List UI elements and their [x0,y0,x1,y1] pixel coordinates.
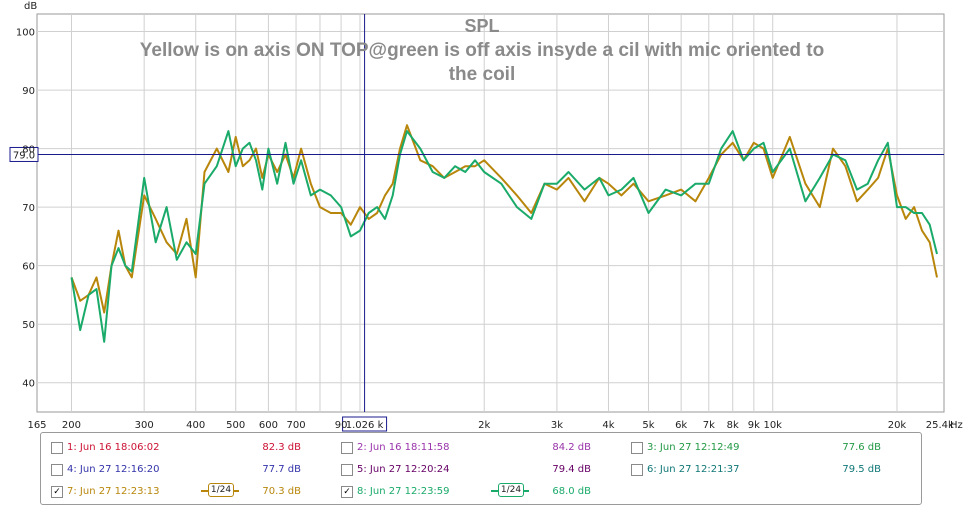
legend-label: 7: Jun 27 12:23:13 [67,486,160,497]
legend-value: 79.5 dB [842,464,881,475]
x-tick-label: 25.4k [926,420,954,431]
spl-chart[interactable]: 79.0 1.026 k 40 50 60 70 80 90 100 165 200 300 400… [0,0,963,432]
series-line-green [70,130,938,343]
legend-value: 70.3 dB [262,486,301,497]
x-tick-label: 300 [135,420,154,431]
cursor-x-label: 1.026 k [346,420,384,431]
cursor-x-box [342,416,388,432]
legend-item[interactable]: ✓ 8: Jun 27 12:23:59 1/24 68.0 dB [341,483,621,499]
x-unit-label: Hz [950,420,963,431]
legend-checkbox[interactable] [51,464,63,476]
y-tick-label: 70 [22,203,35,214]
legend-label: 8: Jun 27 12:23:59 [357,486,450,497]
legend-item[interactable]: ✓ 7: Jun 27 12:23:13 1/24 70.3 dB [51,483,331,499]
legend-value: 84.2 dB [552,442,591,453]
x-tick-label: 7k [703,420,715,431]
smoothing-button[interactable]: 1/24 [498,483,524,497]
legend-value: 79.4 dB [552,464,591,475]
legend-value: 77.6 dB [842,442,881,453]
x-tick-label: 9k [748,420,760,431]
legend-item[interactable]: 5: Jun 27 12:20:24 79.4 dB [341,463,621,477]
legend-value: 77.7 dB [262,464,301,475]
legend-item[interactable]: 2: Jun 16 18:11:58 84.2 dB [341,441,621,455]
legend-label: 2: Jun 16 18:11:58 [357,442,450,453]
x-tick-label: 6k [675,420,687,431]
chart-title: SPL [464,16,499,36]
y-axis: 40 50 60 70 80 90 100 [16,28,35,390]
legend-panel: 1: Jun 16 18:06:02 82.3 dB 2: Jun 16 18:11… [40,432,922,505]
legend-checkbox[interactable] [631,442,643,454]
legend-item[interactable]: 3: Jun 27 12:12:49 77.6 dB [631,441,911,455]
x-tick-label: 165 [27,420,46,431]
legend-item[interactable]: 4: Jun 27 12:16:20 77.7 dB [51,463,331,477]
legend-label: 4: Jun 27 12:16:20 [67,464,160,475]
y-tick-label: 100 [16,28,35,39]
y-tick-label: 40 [22,379,35,390]
legend-label: 1: Jun 16 18:06:02 [67,442,160,453]
x-tick-label: 90 [335,420,348,431]
legend-checkbox[interactable] [631,464,643,476]
x-tick-label: 4k [602,420,614,431]
legend-checkbox[interactable]: ✓ [51,486,63,498]
x-tick-label: 400 [186,420,205,431]
legend-item[interactable]: 1: Jun 16 18:06:02 82.3 dB [51,441,331,455]
y-tick-label: 90 [22,86,35,97]
y-unit-label: dB [24,1,37,12]
y-tick-label: 80 [22,145,35,156]
x-tick-label: 200 [62,420,81,431]
x-tick-label: 600 [259,420,278,431]
x-axis: 165 200 300 400 500 600 700 90 2k 3k 4k 5k 6k 7k 8k 9k 1… [27,420,962,431]
legend-item[interactable]: 6: Jun 27 12:21:37 79.5 dB [631,463,911,477]
legend-checkbox[interactable] [341,464,353,476]
legend-label: 6: Jun 27 12:21:37 [647,464,740,475]
y-tick-label: 60 [22,262,35,273]
x-tick-label: 3k [551,420,563,431]
x-tick-label: 8k [727,420,739,431]
plot-area[interactable] [36,13,945,413]
legend-value: 82.3 dB [262,442,301,453]
grid-lines [37,14,944,412]
x-tick-label: 700 [286,420,305,431]
smoothing-button[interactable]: 1/24 [208,483,234,497]
x-tick-label: 2k [478,420,490,431]
curves-layer [70,124,938,343]
series-line-yellow [70,124,938,314]
legend-label: 3: Jun 27 12:12:49 [647,442,740,453]
legend-value: 68.0 dB [552,486,591,497]
x-tick-label: 20k [888,420,907,431]
y-tick-label: 50 [22,320,35,331]
x-tick-label: 500 [226,420,245,431]
x-tick-label: 10k [763,420,782,431]
cursor-crosshair: 79.0 1.026 k [9,14,944,432]
cursor-y-label: 79.0 [13,150,35,161]
legend-checkbox[interactable] [51,442,63,454]
chart-subtitle: Yellow is on axis ON TOP@green is off ax… [140,40,824,85]
x-tick-label: 5k [642,420,654,431]
legend-checkbox[interactable]: ✓ [341,486,353,498]
legend-label: 5: Jun 27 12:20:24 [357,464,450,475]
cursor-y-box [9,146,39,162]
legend-checkbox[interactable] [341,442,353,454]
